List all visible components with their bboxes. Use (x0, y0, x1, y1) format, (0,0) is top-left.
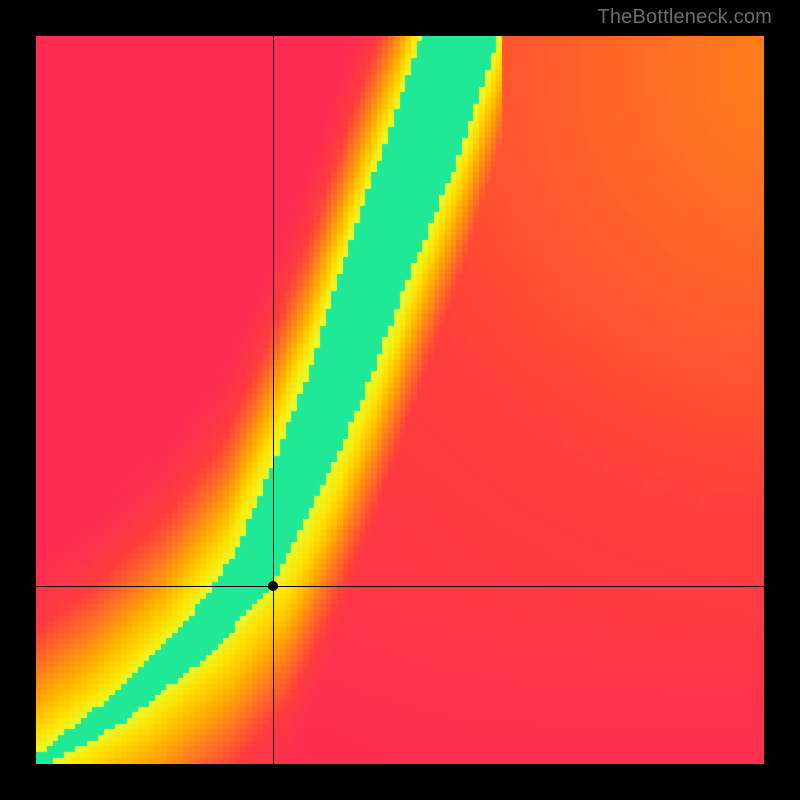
attribution-text: TheBottleneck.com (597, 6, 772, 29)
crosshair-vertical (273, 36, 274, 764)
crosshair-horizontal (36, 586, 764, 587)
crosshair-marker (268, 581, 278, 591)
heatmap-canvas (36, 36, 764, 764)
figure-container: TheBottleneck.com (0, 0, 800, 800)
plot-area (36, 36, 764, 764)
